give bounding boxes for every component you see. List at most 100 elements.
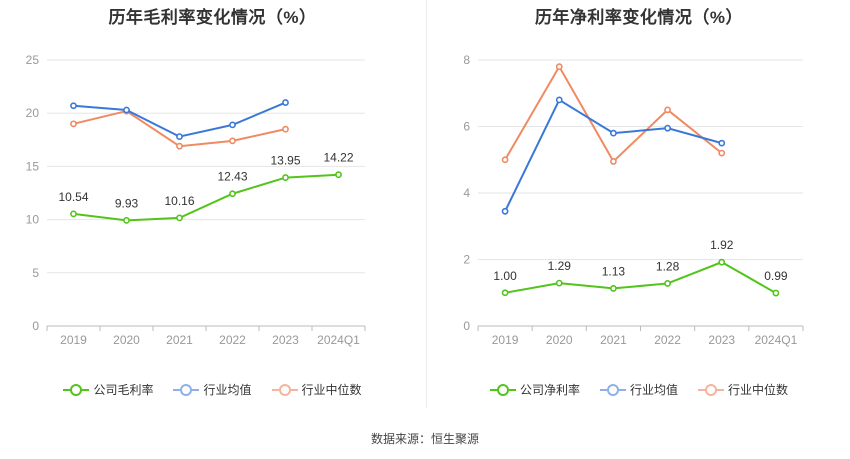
data-point-industry_avg[interactable]: [123, 106, 130, 114]
legend-label-company: 公司净利率: [519, 383, 580, 397]
series-line-industry_avg: [504, 98, 723, 212]
legend-swatch-industry-avg: [599, 383, 626, 396]
y-tick-label: 20: [26, 106, 40, 120]
gross-margin-plot: 0 5 10 15 20 25 2019 2020 2021 2022 2023 2024Q1 10.5…: [26, 53, 366, 347]
data-label: 10.54: [58, 190, 88, 204]
legend-swatch-company: [489, 383, 516, 396]
legend-swatch-industry-median: [271, 383, 298, 396]
series-line-industry_median: [504, 64, 723, 164]
data-point-company[interactable]: [501, 289, 509, 297]
legend-item-industry-avg[interactable]: 行业均值: [173, 381, 252, 398]
legend-item-company[interactable]: 公司净利率: [489, 381, 580, 398]
data-point-company[interactable]: [70, 210, 77, 218]
data-label: 9.93: [115, 196, 139, 210]
x-tick-label: 2020: [113, 333, 140, 347]
data-point-industry_avg[interactable]: [718, 139, 726, 147]
series-line-industry_avg: [73, 101, 286, 138]
data-point-company[interactable]: [772, 289, 780, 297]
data-point-company[interactable]: [123, 216, 130, 224]
data-label: 13.95: [270, 154, 300, 168]
data-label: 1.92: [710, 238, 734, 252]
y-tick-label: 10: [26, 213, 40, 227]
chart-title: 历年净利率变化情况（%）: [534, 8, 744, 27]
data-point-industry_median[interactable]: [501, 156, 509, 164]
data-label: 12.43: [217, 170, 247, 184]
chart-title: 历年毛利率变化情况（%）: [108, 8, 317, 27]
y-tick-label: 5: [32, 266, 39, 280]
y-tick-label: 6: [463, 120, 470, 134]
data-point-industry_median[interactable]: [70, 120, 77, 128]
data-label: 1.00: [493, 269, 517, 283]
legend-label-industry-median: 行业中位数: [728, 383, 789, 397]
legend-label-industry-avg: 行业均值: [203, 383, 252, 397]
x-tick-label: 2024Q1: [755, 333, 798, 347]
panel-divider: [426, 0, 427, 408]
net-margin-plot: 0 2 4 6 8 2019 2020 2021 2022 2023 2024Q1 1.00 1.29 1…: [463, 53, 804, 347]
y-tick-label: 15: [26, 159, 40, 173]
data-point-company[interactable]: [335, 171, 342, 179]
y-tick-label: 0: [463, 319, 470, 333]
legend-item-industry-avg[interactable]: 行业均值: [599, 381, 678, 398]
series-line-company: [73, 173, 339, 222]
x-tick-label: 2020: [546, 333, 573, 347]
data-point-industry_avg[interactable]: [501, 207, 509, 215]
x-tick-label: 2021: [600, 333, 627, 347]
data-point-industry_median[interactable]: [555, 63, 563, 71]
gross-margin-chart-panel: 历年毛利率变化情况（%） 0 5 10 15 20 25 2019 2020 2021 2022 2…: [0, 0, 425, 415]
y-tick-label: 4: [463, 186, 470, 200]
data-point-industry_median[interactable]: [664, 106, 671, 114]
data-point-industry_median[interactable]: [718, 149, 726, 157]
data-point-company[interactable]: [610, 285, 617, 292]
data-label: 14.22: [323, 151, 353, 165]
legend-label-industry-median: 行业中位数: [301, 383, 362, 397]
data-point-company[interactable]: [718, 258, 726, 266]
series-line-company: [504, 261, 777, 294]
legend-swatch-industry-avg: [173, 383, 200, 396]
legend-swatch-industry-median: [698, 383, 724, 396]
x-tick-label: 2022: [654, 333, 681, 347]
legend-label-company: 公司毛利率: [93, 383, 154, 397]
legend-swatch-company: [63, 383, 90, 396]
data-label: 0.99: [764, 269, 788, 283]
x-tick-label: 2023: [272, 333, 299, 347]
data-label: 1.28: [656, 259, 680, 273]
data-point-industry_median[interactable]: [176, 142, 183, 150]
data-source-note: 数据来源：恒生聚源: [370, 432, 479, 446]
x-tick-label: 2024Q1: [317, 333, 360, 347]
x-tick-label: 2022: [219, 333, 246, 347]
data-point-industry_avg[interactable]: [229, 121, 236, 129]
legend-item-company[interactable]: 公司毛利率: [63, 381, 153, 398]
x-tick-label: 2019: [60, 333, 87, 347]
net-margin-chart-panel: 历年净利率变化情况（%） 0 2 4 6 8 2019 2020 2021 2022 2023 20…: [428, 0, 850, 415]
data-point-industry_median[interactable]: [282, 125, 289, 133]
data-point-company[interactable]: [664, 280, 671, 287]
y-tick-label: 8: [463, 53, 470, 67]
x-tick-label: 2023: [708, 333, 735, 347]
data-label: 10.16: [164, 194, 194, 208]
legend-label-industry-avg: 行业均值: [629, 383, 678, 397]
x-tick-label: 2021: [166, 333, 193, 347]
y-tick-label: 25: [26, 53, 40, 67]
data-point-industry_avg[interactable]: [610, 129, 617, 137]
data-point-industry_median[interactable]: [610, 158, 617, 165]
data-point-industry_avg[interactable]: [664, 124, 671, 132]
data-point-company[interactable]: [229, 190, 236, 198]
legend-item-industry-median[interactable]: 行业中位数: [698, 381, 788, 398]
data-point-company[interactable]: [176, 214, 183, 222]
data-point-industry_avg[interactable]: [70, 102, 77, 110]
legend: 公司净利率 行业均值 行业中位数: [428, 381, 850, 398]
x-tick-label: 2019: [492, 333, 519, 347]
y-tick-label: 0: [32, 319, 39, 333]
data-point-industry_avg[interactable]: [176, 133, 183, 141]
data-label: 1.29: [548, 259, 572, 273]
data-point-industry_avg[interactable]: [555, 96, 563, 104]
data-point-industry_avg[interactable]: [282, 99, 289, 106]
legend: 公司毛利率 行业均值 行业中位数: [0, 381, 425, 398]
data-label: 1.13: [602, 264, 626, 278]
data-point-company[interactable]: [282, 174, 289, 181]
data-point-industry_median[interactable]: [229, 137, 236, 145]
data-point-company[interactable]: [555, 279, 563, 287]
y-tick-label: 2: [463, 253, 470, 267]
legend-item-industry-median[interactable]: 行业中位数: [271, 381, 362, 398]
